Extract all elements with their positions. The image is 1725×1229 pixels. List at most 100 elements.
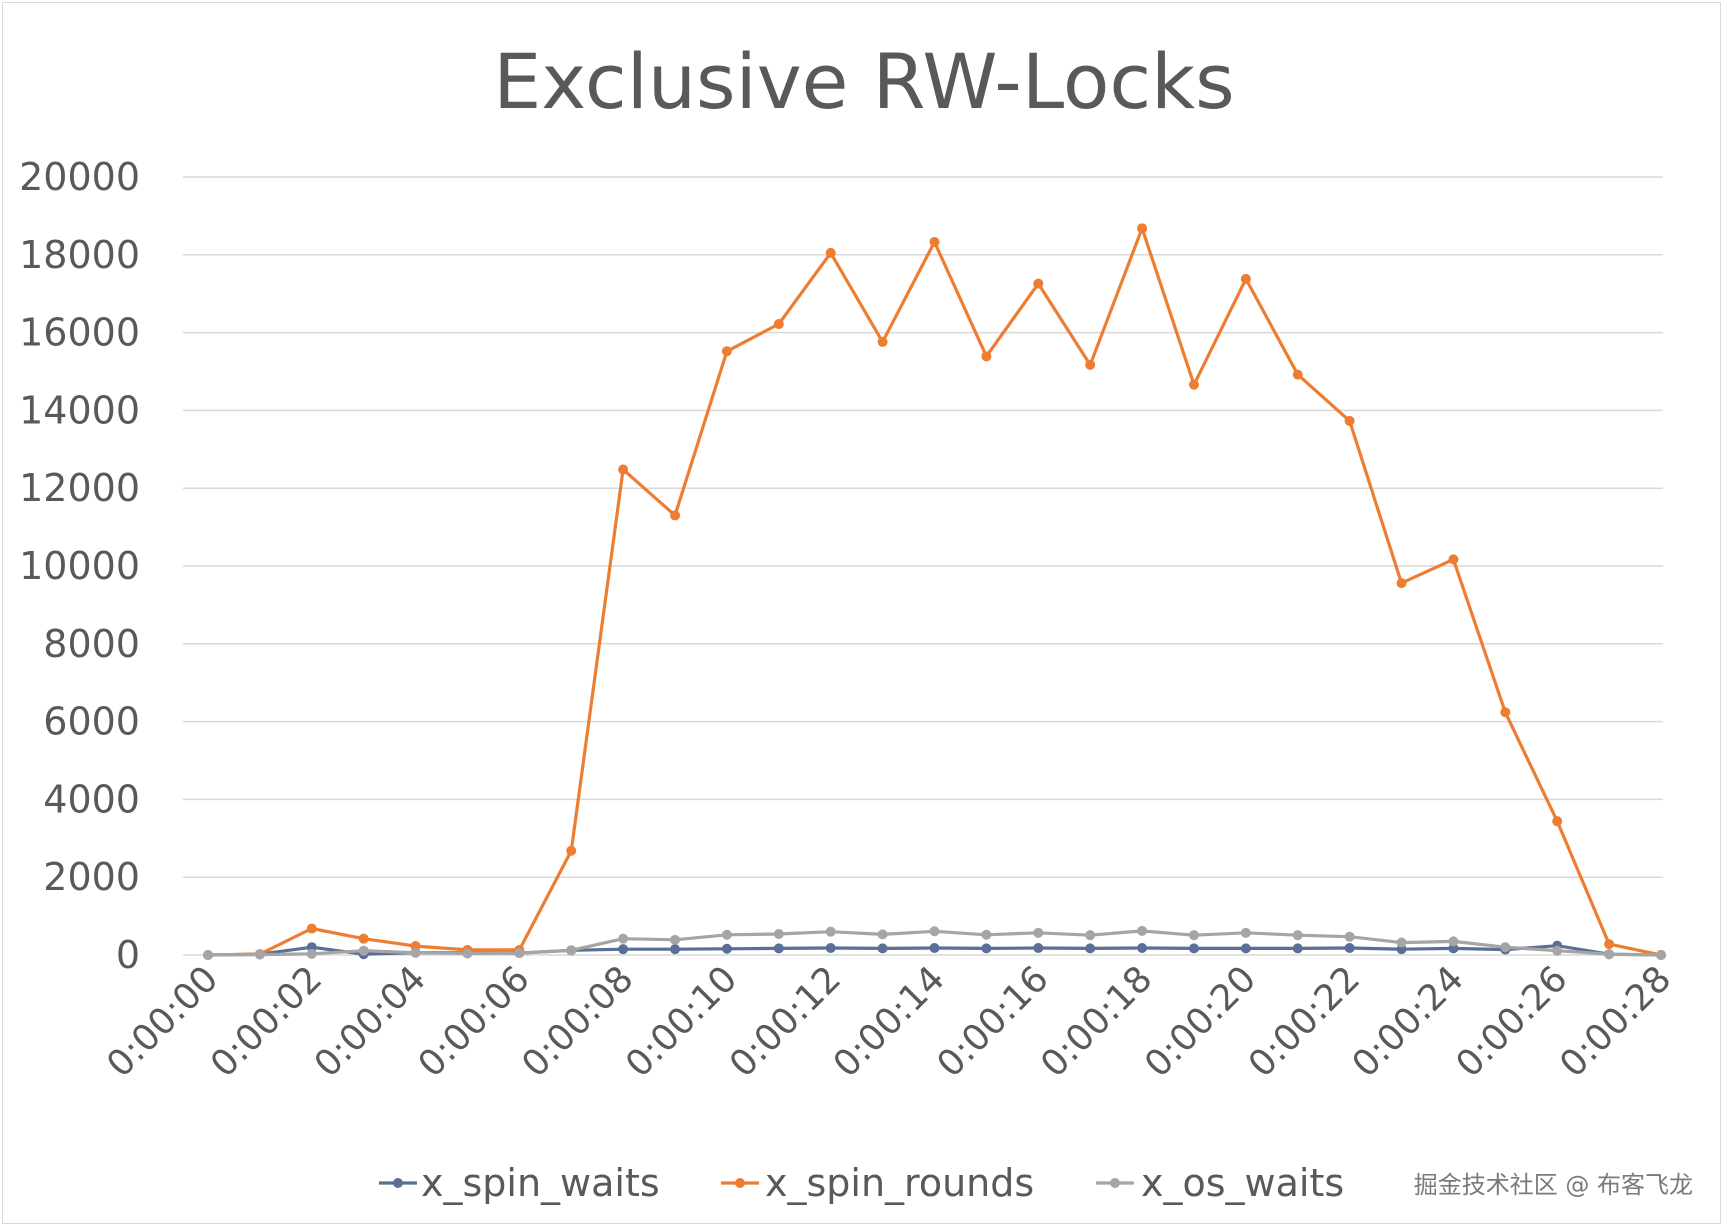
data-point [618,944,629,955]
data-point [1085,930,1096,941]
x-tick-label: 0:00:24 [1345,958,1472,1085]
data-point [410,947,421,958]
data-point [877,929,888,940]
data-point [670,944,681,955]
data-point [566,945,577,956]
data-point [1292,930,1303,941]
data-point [773,943,784,954]
data-point [203,950,213,960]
legend-item: x_os_waits [1096,1161,1344,1205]
data-point [825,926,836,937]
x-tick-label: 0:00:02 [203,958,330,1085]
y-tick-label: 12000 [19,466,140,510]
data-point [1137,223,1148,234]
data-point [1240,927,1251,938]
data-point [1137,925,1148,936]
data-point [566,845,577,856]
data-point [1552,816,1563,827]
data-point [1188,943,1199,954]
data-point [929,236,940,247]
data-point [929,942,940,953]
x-tick-label: 0:00:10 [618,958,745,1085]
y-tick-label: 14000 [19,388,140,432]
data-point [1552,945,1563,956]
data-point [721,943,732,954]
x-tick-label: 0:00:22 [1241,958,1368,1085]
data-point [825,942,836,953]
data-point [1448,943,1459,954]
data-point [1500,707,1511,718]
series-line [207,226,1662,957]
data-point [721,929,732,940]
data-point [1344,931,1355,942]
y-tick-label: 20000 [19,155,140,199]
legend-label: x_os_waits [1141,1161,1344,1205]
data-point [1033,927,1044,938]
watermark-text: 掘金技术社区 @ 布客飞龙 [1414,1171,1693,1199]
data-point [254,949,265,960]
series-x_os_waits [203,925,1666,960]
data-point [462,948,473,959]
series-x_spin_rounds [203,223,1666,960]
series-lines [203,223,1666,960]
x-tick-label: 0:00:00 [99,958,226,1085]
data-point [1604,949,1615,960]
series-x_spin_waits [203,940,1666,960]
y-tick-label: 16000 [19,311,140,355]
data-point [1500,942,1511,953]
x-tick-label: 0:00:26 [1448,958,1575,1085]
data-point [877,336,888,347]
data-point [358,945,369,956]
data-point [1085,943,1096,954]
data-point [1085,359,1096,370]
data-point [1344,942,1355,953]
y-axis-tick-labels: 0 2000 4000 6000 8000 10000 12000 14000 16000 180… [19,155,140,977]
y-tick-label: 4000 [43,777,140,821]
data-point [670,934,681,945]
data-point [773,928,784,939]
data-point [981,943,992,954]
x-tick-label: 0:00:08 [514,958,641,1085]
x-tick-label: 0:00:18 [1033,958,1160,1085]
data-point [618,933,629,944]
gridlines [183,176,1663,956]
y-tick-label: 2000 [43,855,140,899]
data-point [721,346,732,357]
data-point [1396,578,1407,589]
y-tick-label: 0 [116,933,140,977]
data-point [1604,939,1615,950]
legend: x_spin_waits x_spin_rounds x_os_waits [379,1161,1344,1205]
data-point [1292,943,1303,954]
data-point [618,464,629,475]
data-point [877,943,888,954]
x-axis-tick-labels: 0:00:000:00:020:00:040:00:060:00:080:00:… [99,958,1679,1085]
x-tick-label: 0:00:28 [1552,958,1679,1085]
legend-swatch-marker [735,1178,745,1188]
x-tick-label: 0:00:04 [307,958,434,1085]
legend-label: x_spin_rounds [765,1161,1034,1205]
data-point [773,319,784,330]
legend-swatch-marker [1110,1178,1120,1188]
data-point [306,948,317,959]
legend-label: x_spin_waits [421,1161,660,1205]
y-tick-label: 6000 [43,700,140,744]
data-point [1292,369,1303,380]
data-point [1033,278,1044,289]
data-point [1656,950,1666,960]
legend-item: x_spin_waits [379,1161,660,1205]
data-point [1396,937,1407,948]
x-tick-label: 0:00:06 [411,958,538,1085]
data-point [358,933,369,944]
data-point [1188,930,1199,941]
data-point [1240,273,1251,284]
data-point [1448,554,1459,565]
data-point [1033,942,1044,953]
data-point [981,351,992,362]
data-point [825,247,836,258]
data-point [981,929,992,940]
data-point [514,948,525,959]
data-point [1188,379,1199,390]
data-point [1448,936,1459,947]
legend-swatch-marker [393,1178,403,1188]
